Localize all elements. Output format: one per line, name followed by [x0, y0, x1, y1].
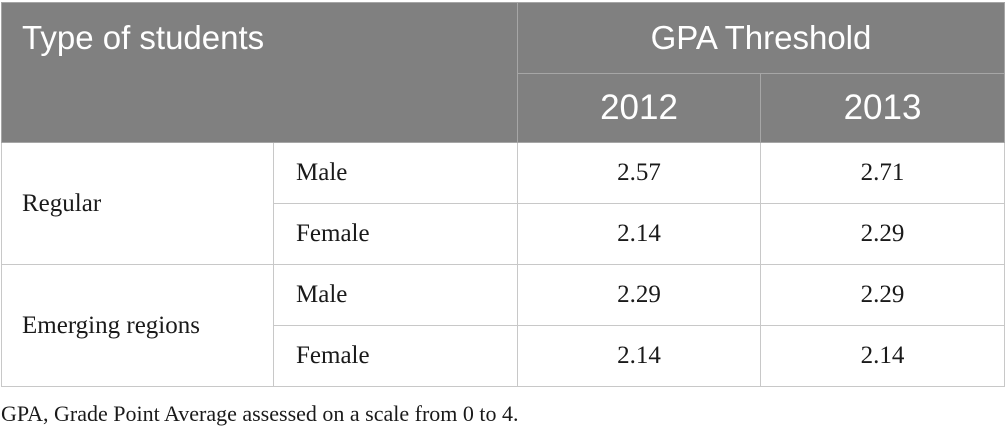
table-row: Female 2.14 2.29: [2, 203, 1005, 265]
group-label-regular: Regular: [1, 142, 274, 265]
value-2012: 2.14: [517, 203, 761, 265]
table-body: Regular Male 2.57 2.71 Female 2.14 2.29 …: [1, 142, 1005, 387]
sex-label: Female: [273, 325, 518, 387]
sex-label: Female: [273, 203, 518, 265]
value-2013: 2.71: [760, 142, 1005, 204]
table-footnote: GPA, Grade Point Average assessed on a s…: [1, 401, 519, 426]
sex-label: Male: [273, 264, 518, 326]
gpa-threshold-table: Type of students GPA Threshold 2012 2013…: [1, 2, 1005, 387]
table-row: Regular Male 2.57 2.71: [1, 142, 1005, 265]
value-2013: 2.14: [760, 325, 1005, 387]
value-2013: 2.29: [760, 203, 1005, 265]
sex-label: Male: [273, 142, 518, 204]
header-row-years: 2012 2013: [2, 73, 1005, 143]
table-row: Emerging regions Male 2.29 2.29: [1, 264, 1005, 387]
value-2012: 2.57: [517, 142, 761, 204]
table-row: Female 2.14 2.14: [2, 325, 1005, 387]
header-gpa-threshold: GPA Threshold: [517, 2, 1005, 74]
value-2012: 2.14: [517, 325, 761, 387]
value-2012: 2.29: [517, 264, 761, 326]
header-year-2013: 2013: [760, 73, 1005, 143]
value-2013: 2.29: [760, 264, 1005, 326]
header-year-2012: 2012: [517, 73, 761, 143]
header-row-top: Type of students GPA Threshold: [1, 2, 1005, 143]
table-header: Type of students GPA Threshold 2012 2013: [1, 2, 1005, 143]
group-label-emerging-regions: Emerging regions: [1, 264, 274, 387]
header-type-of-students: Type of students: [1, 2, 518, 143]
